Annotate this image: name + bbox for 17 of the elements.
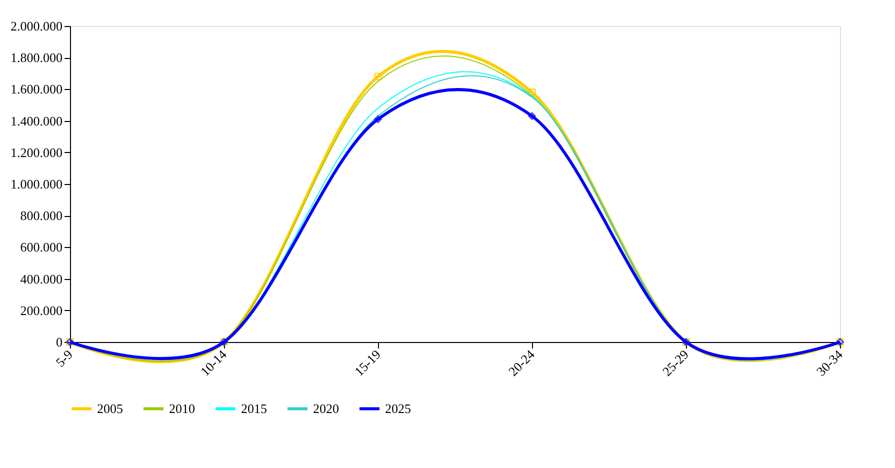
x-tick-label: 5-9	[52, 346, 76, 370]
legend-label: 2020	[313, 400, 339, 416]
legend-label: 2005	[97, 400, 123, 416]
legend-label: 2015	[241, 400, 267, 416]
y-tick-label: 0	[56, 334, 62, 350]
y-tick-label: 200.000	[20, 302, 62, 318]
y-tick-label: 400.000	[20, 271, 62, 286]
y-tick-label: 2.000.000	[10, 18, 62, 34]
y-tick-label: 1.400.000	[10, 113, 62, 128]
y-tick-label: 800.000	[20, 208, 62, 224]
y-tick-label: 1.800.000	[10, 50, 62, 66]
y-tick-label: 1.200.000	[10, 144, 62, 160]
y-tick-label: 600.000	[20, 240, 62, 255]
legend-label: 2025	[385, 400, 411, 416]
y-tick-label: 1.600.000	[10, 82, 62, 97]
legend-label: 2010	[169, 400, 195, 416]
y-tick-label: 1.000.000	[10, 176, 62, 192]
